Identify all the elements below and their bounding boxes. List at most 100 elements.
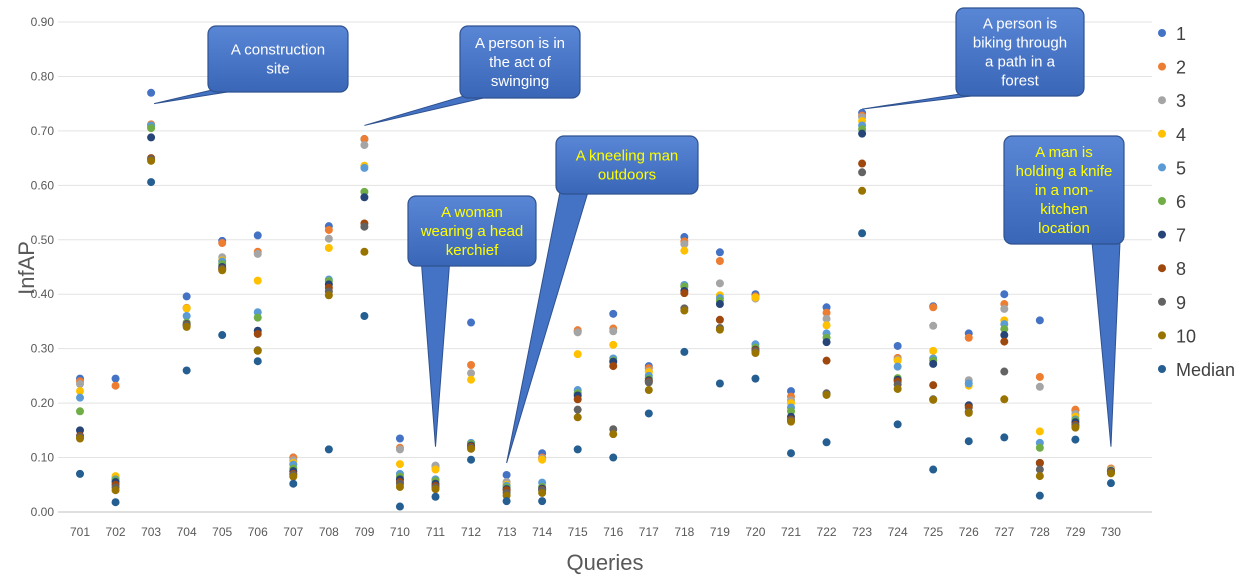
data-point xyxy=(254,277,262,285)
data-point xyxy=(894,385,902,393)
data-point xyxy=(360,193,368,201)
data-point xyxy=(823,338,831,346)
data-point xyxy=(574,445,582,453)
data-point xyxy=(360,223,368,231)
y-tick-label: 0.10 xyxy=(31,451,55,465)
legend-label: 9 xyxy=(1176,293,1186,313)
data-point xyxy=(680,307,688,315)
data-point xyxy=(218,331,226,339)
data-point xyxy=(254,347,262,355)
callout-text: A person is in xyxy=(475,35,565,52)
data-point xyxy=(432,466,440,474)
data-point xyxy=(858,168,866,176)
data-point xyxy=(965,334,973,342)
callout-text: wearing a head xyxy=(420,223,524,240)
data-point xyxy=(112,486,120,494)
data-point xyxy=(147,157,155,165)
x-tick-label: 714 xyxy=(532,525,552,539)
callout-text: location xyxy=(1038,220,1090,237)
data-point xyxy=(254,231,262,239)
data-point xyxy=(147,124,155,132)
callout-pointer xyxy=(1092,242,1120,447)
data-point xyxy=(574,413,582,421)
callout-pointer xyxy=(422,264,450,447)
data-point xyxy=(716,279,724,287)
data-point xyxy=(787,418,795,426)
y-tick-label: 0.20 xyxy=(31,396,55,410)
data-point xyxy=(360,248,368,256)
callout-text: a path in a xyxy=(985,54,1056,71)
data-point xyxy=(965,380,973,388)
callout-text: A kneeling man xyxy=(576,148,679,165)
data-point xyxy=(823,391,831,399)
data-point xyxy=(538,456,546,464)
data-point xyxy=(823,357,831,365)
data-point xyxy=(76,435,84,443)
data-point xyxy=(147,89,155,97)
data-point xyxy=(1071,436,1079,444)
x-tick-label: 718 xyxy=(674,525,694,539)
data-point xyxy=(823,321,831,329)
data-point xyxy=(183,304,191,312)
legend-label: 4 xyxy=(1176,125,1186,145)
x-tick-label: 723 xyxy=(852,525,872,539)
x-tick-label: 722 xyxy=(817,525,837,539)
data-point xyxy=(538,489,546,497)
data-point xyxy=(503,497,511,505)
data-point xyxy=(76,407,84,415)
data-point xyxy=(467,361,475,369)
data-point xyxy=(360,141,368,149)
data-point xyxy=(396,460,404,468)
y-tick-label: 0.00 xyxy=(31,505,55,519)
data-point xyxy=(716,316,724,324)
x-tick-label: 715 xyxy=(568,525,588,539)
data-point xyxy=(894,420,902,428)
data-point xyxy=(325,244,333,252)
x-tick-label: 703 xyxy=(141,525,161,539)
x-tick-label: 706 xyxy=(248,525,268,539)
legend: 12345678910Median xyxy=(1158,24,1235,380)
data-point xyxy=(467,456,475,464)
y-tick-label: 0.90 xyxy=(31,15,55,29)
data-point xyxy=(1107,469,1115,477)
data-point xyxy=(289,473,297,481)
data-point xyxy=(609,310,617,318)
callout: A person isbiking througha path in afore… xyxy=(862,8,1084,109)
data-point xyxy=(645,386,653,394)
data-point xyxy=(716,300,724,308)
x-tick-label: 729 xyxy=(1065,525,1085,539)
data-point xyxy=(1000,395,1008,403)
data-point xyxy=(1000,338,1008,346)
data-point xyxy=(1036,472,1044,480)
data-point xyxy=(112,498,120,506)
data-point xyxy=(645,378,653,386)
callout-text: the act of xyxy=(489,54,552,71)
data-point xyxy=(289,480,297,488)
y-axis-title: InfAP xyxy=(14,241,39,295)
callout-text: A person is xyxy=(983,16,1057,33)
data-point xyxy=(823,438,831,446)
data-point xyxy=(218,239,226,247)
data-point xyxy=(929,347,937,355)
x-axis-ticks: 701 702 703 704 705 706 707 708 709 710 711 712 713 7… xyxy=(70,525,1121,539)
callout-text: holding a knife xyxy=(1016,163,1113,180)
data-point xyxy=(1036,316,1044,324)
x-tick-label: 711 xyxy=(426,525,445,539)
data-point xyxy=(894,363,902,371)
data-point xyxy=(112,382,120,390)
data-point xyxy=(360,312,368,320)
x-tick-label: 725 xyxy=(923,525,943,539)
data-point xyxy=(858,187,866,195)
legend-label: Median xyxy=(1176,360,1235,380)
y-tick-label: 0.60 xyxy=(31,178,55,192)
legend-marker xyxy=(1158,197,1166,205)
data-point xyxy=(254,314,262,322)
data-point xyxy=(609,341,617,349)
data-point xyxy=(76,394,84,402)
callout-text: outdoors xyxy=(598,167,656,184)
legend-marker xyxy=(1158,264,1166,272)
callout: A man isholding a knifein a non-kitchenl… xyxy=(1004,136,1124,447)
data-point xyxy=(325,291,333,299)
callout: A constructionsite xyxy=(154,26,348,104)
